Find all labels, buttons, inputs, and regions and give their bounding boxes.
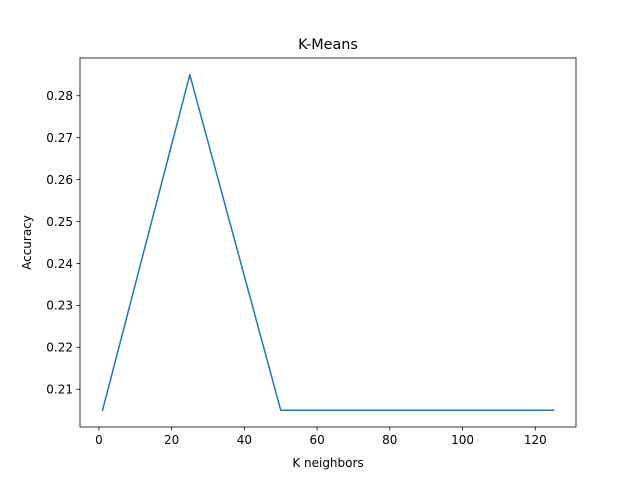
y-tick-label: 0.25 — [46, 215, 73, 229]
y-tick-label: 0.28 — [46, 89, 73, 103]
x-tick-label: 80 — [382, 433, 397, 447]
y-tick-label: 0.22 — [46, 341, 73, 355]
x-tick-label: 0 — [95, 433, 103, 447]
accuracy-series-line — [101, 74, 555, 412]
x-tick-label: 60 — [309, 433, 324, 447]
plot-area-frame — [79, 57, 577, 428]
y-tick-label: 0.23 — [46, 299, 73, 313]
y-tick-label: 0.27 — [46, 131, 73, 145]
x-axis: 0 20 40 60 80 100 120 — [95, 427, 547, 447]
y-tick-label: 0.26 — [46, 173, 73, 187]
x-tick-label: 100 — [451, 433, 474, 447]
series-layer — [101, 74, 555, 412]
x-tick-label: 120 — [524, 433, 547, 447]
x-tick-label: 40 — [237, 433, 252, 447]
x-tick-label: 20 — [164, 433, 179, 447]
y-axis: 0.21 0.22 0.23 0.24 0.25 0.26 0.27 0.28 — [46, 89, 80, 397]
x-axis-label: K neighbors — [292, 456, 363, 470]
y-axis-label: Accuracy — [20, 215, 34, 270]
y-tick-label: 0.21 — [46, 383, 73, 397]
y-tick-label: 0.24 — [46, 257, 73, 271]
chart-title: K-Means — [298, 37, 358, 53]
